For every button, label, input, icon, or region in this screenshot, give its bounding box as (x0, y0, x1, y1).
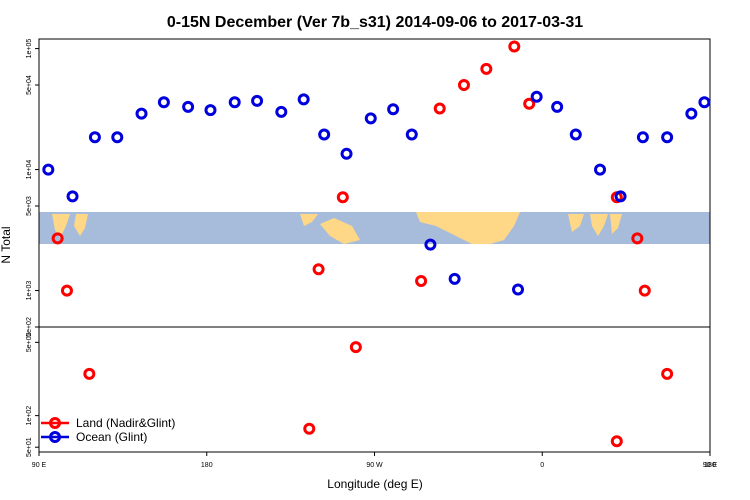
data-points (42, 40, 711, 448)
ocean-point (297, 93, 310, 106)
ocean-point (569, 128, 582, 141)
ocean-point (685, 107, 698, 120)
legend: Land (Nadir&Glint) Ocean (Glint) (41, 416, 175, 444)
axis-ticks: 90 E 180 90 W 0 90 E1805e+021e+035e+031e+045… (26, 39, 718, 469)
land-point (60, 284, 73, 297)
y-lower-tick-label: 1e+02 (26, 406, 33, 426)
chart-title: 0-15N December (Ver 7b_s31) 2014-09-06 t… (167, 14, 583, 31)
x-tick-label: 90 E (32, 462, 47, 469)
x-tick-label: 90 W (366, 462, 383, 469)
ocean-point (698, 96, 711, 109)
land-point (433, 102, 446, 115)
y-upper-tick-label: 1e+05 (26, 39, 33, 59)
ocean-point (405, 128, 418, 141)
legend-label-ocean: Ocean (Glint) (76, 430, 147, 444)
land-point (303, 422, 316, 435)
ocean-point (228, 96, 241, 109)
ocean-point (111, 131, 124, 144)
land-point (661, 367, 674, 380)
land-point (631, 232, 644, 245)
ocean-point (424, 238, 437, 251)
land-point (312, 263, 325, 276)
ocean-point (551, 100, 564, 113)
y-lower-tick-label: 5e+02 (26, 332, 33, 352)
plot-frame (38, 38, 711, 453)
x-tick-label: 90 E (703, 462, 718, 469)
ocean-point (66, 190, 79, 203)
y-upper-tick-label: 1e+04 (26, 160, 33, 180)
land-point (508, 40, 521, 53)
ocean-point (530, 90, 543, 103)
land-point (336, 191, 349, 204)
world-map-band (39, 212, 710, 244)
ocean-point (318, 128, 331, 141)
land-point (51, 232, 64, 245)
y-upper-tick-label: 5e+02 (26, 317, 33, 337)
y-upper-tick-label: 1e+03 (26, 281, 33, 301)
ocean-point (340, 147, 353, 160)
ocean-point (275, 105, 288, 118)
x-tick-label: 0 (540, 462, 544, 469)
ocean-point (157, 96, 170, 109)
ocean-point (88, 131, 101, 144)
x-tick-label: 180 (201, 462, 213, 469)
ocean-point (661, 131, 674, 144)
ocean-point (251, 94, 264, 107)
land-point (349, 341, 362, 354)
land-point (638, 284, 651, 297)
legend-label-land: Land (Nadir&Glint) (76, 416, 175, 430)
ocean-point (614, 190, 627, 203)
ocean-point (387, 103, 400, 116)
land-point (480, 62, 493, 75)
ocean-point (182, 100, 195, 113)
ocean-point (636, 131, 649, 144)
ocean-point (42, 163, 55, 176)
x-axis-label: Longitude (deg E) (327, 477, 422, 491)
y-upper-tick-label: 5e+04 (26, 75, 33, 95)
land-point (523, 97, 536, 110)
ocean-point (364, 112, 377, 125)
y-axis-label: N Total (0, 226, 13, 263)
ocean-point (512, 283, 525, 296)
land-point (415, 274, 428, 287)
x-tick-label: 180 (704, 462, 716, 469)
ocean-point (448, 272, 461, 285)
land-point (83, 367, 96, 380)
y-upper-tick-label: 5e+03 (26, 196, 33, 216)
ocean-point (594, 163, 607, 176)
land-point (610, 435, 623, 448)
ocean-point (204, 104, 217, 117)
y-lower-tick-label: 5e+01 (26, 437, 33, 457)
land-point (457, 79, 470, 92)
ocean-point (135, 107, 148, 120)
